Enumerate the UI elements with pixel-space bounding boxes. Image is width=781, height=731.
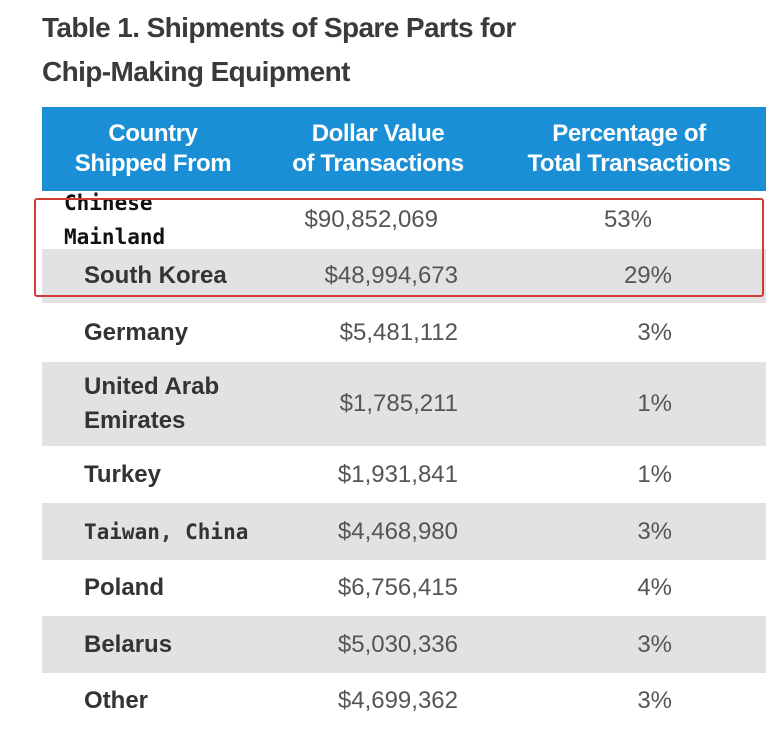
row-country: United Arab Emirates — [84, 373, 220, 434]
row-percentage: 53% — [603, 206, 652, 233]
header-dollar-value: Dollar Value of Transactions — [292, 120, 464, 177]
table-row: Chinese Mainland $90,852,069 53% — [42, 191, 766, 249]
table-row: United Arab Emirates $1,785,211 1% — [42, 362, 766, 446]
table-row: Other $4,699,362 3% — [42, 673, 766, 729]
header-percentage: Percentage of Total Transactions — [527, 120, 731, 177]
shipments-table: Country Shipped From Dollar Value of Tra… — [42, 107, 766, 729]
table-row: Belarus $5,030,336 3% — [42, 616, 766, 673]
row-value: $48,994,673 — [324, 262, 458, 289]
table-header: Country Shipped From Dollar Value of Tra… — [42, 107, 766, 191]
row-country: Chinese Mainland — [64, 191, 166, 249]
table-row: Germany $5,481,112 3% — [42, 303, 766, 362]
highlight-box — [34, 198, 764, 297]
row-country: Germany — [84, 318, 189, 346]
row-percentage: 1% — [637, 460, 672, 488]
table-row: Turkey $1,931,841 1% — [42, 446, 766, 503]
table-row: South Korea $48,994,673 29% — [42, 249, 766, 303]
table-title: Table 1. Shipments of Spare Parts for Ch… — [42, 12, 516, 87]
header-country: Country Shipped From — [74, 120, 232, 177]
row-value: $5,030,336 — [337, 630, 458, 658]
row-country: Turkey — [84, 460, 161, 488]
row-country: South Korea — [84, 262, 227, 289]
row-percentage: 3% — [637, 687, 672, 714]
row-value: $6,756,415 — [337, 574, 458, 601]
row-percentage: 1% — [637, 390, 672, 417]
row-value: $4,699,362 — [337, 687, 458, 714]
row-country: Other — [84, 687, 149, 714]
table-row: Taiwan, China $4,468,980 3% — [42, 503, 766, 560]
row-percentage: 4% — [637, 574, 672, 601]
row-country: Taiwan, China — [84, 519, 249, 544]
row-value: $1,931,841 — [337, 460, 458, 488]
row-value: $90,852,069 — [304, 206, 438, 233]
row-value: $5,481,112 — [339, 318, 458, 346]
row-percentage: 3% — [637, 517, 672, 545]
row-percentage: 3% — [637, 318, 672, 346]
table-row: Poland $6,756,415 4% — [42, 560, 766, 616]
row-value: $4,468,980 — [337, 517, 458, 545]
row-value: $1,785,211 — [339, 390, 458, 417]
row-percentage: 3% — [637, 630, 672, 658]
row-country: Poland — [84, 574, 165, 601]
row-country: Belarus — [84, 630, 173, 658]
row-percentage: 29% — [623, 262, 672, 289]
